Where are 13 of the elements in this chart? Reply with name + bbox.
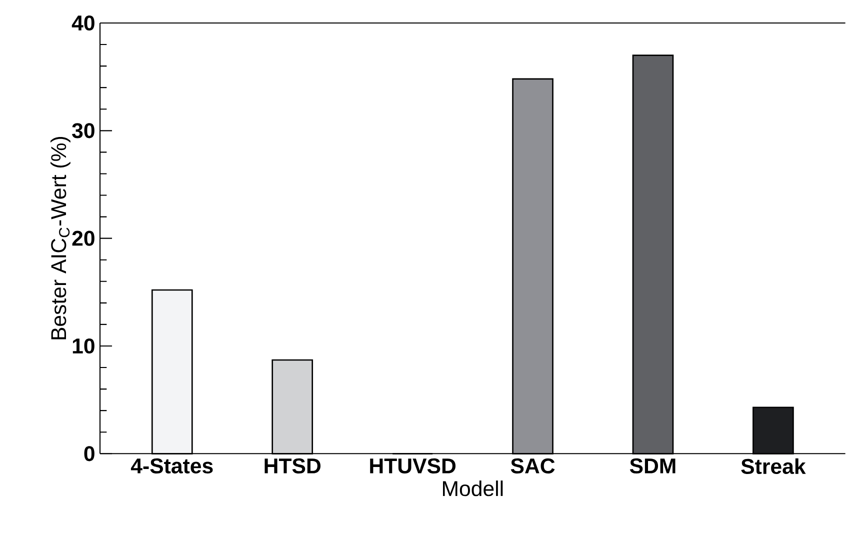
y-tick-label: 0 bbox=[84, 446, 94, 462]
x-tick-label: 4-States bbox=[130, 458, 213, 474]
y-tick-label: 20 bbox=[72, 230, 94, 246]
y-tick-label: 10 bbox=[72, 338, 94, 354]
x-tick-label: SDM bbox=[630, 458, 676, 474]
x-axis-title: Modell bbox=[443, 480, 503, 496]
x-tick-label: SAC bbox=[510, 458, 555, 474]
y-axis-title: Bester AIC$_{C}$-Wert (%) bbox=[50, 136, 70, 340]
x-tick-label: HTSD bbox=[264, 458, 320, 474]
y-tick-label: 30 bbox=[72, 123, 94, 138]
x-tick-label: Streak bbox=[741, 458, 806, 474]
x-tick-label: HTUVSD bbox=[370, 458, 456, 474]
y-tick-label: 40 bbox=[72, 15, 94, 31]
